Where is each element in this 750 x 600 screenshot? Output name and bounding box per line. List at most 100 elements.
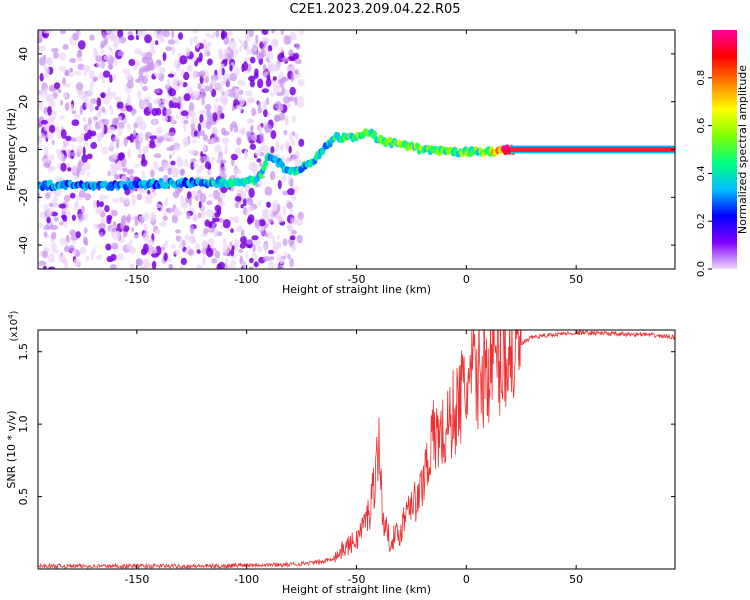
noise-cell — [51, 139, 55, 145]
noise-cell — [239, 242, 246, 249]
noise-cell — [71, 214, 76, 221]
noise-cell — [175, 114, 179, 119]
noise-cell — [44, 30, 53, 34]
noise-cell — [234, 67, 240, 76]
noise-cell — [152, 161, 159, 170]
noise-cell — [164, 197, 169, 207]
noise-cell — [283, 95, 291, 105]
noise-cell — [170, 264, 174, 269]
noise-cell — [63, 83, 71, 88]
noise-cell — [46, 131, 54, 140]
noise-cell — [217, 87, 225, 93]
noise-cell — [279, 46, 284, 53]
noise-cell — [87, 129, 92, 140]
noise-cell — [140, 121, 147, 131]
noise-cell — [153, 153, 162, 159]
noise-cell — [188, 111, 197, 119]
noise-cell — [84, 239, 88, 246]
noise-cell — [205, 120, 212, 130]
noise-cell — [70, 103, 74, 112]
noise-cell — [141, 170, 146, 180]
noise-cell — [253, 261, 259, 268]
noise-cell — [165, 208, 170, 213]
noise-cell — [269, 256, 275, 261]
noise-cell — [140, 99, 145, 109]
noise-cell — [158, 103, 165, 109]
noise-cell — [290, 229, 297, 235]
noise-cell — [144, 34, 152, 44]
noise-cell — [187, 249, 195, 256]
noise-cell — [185, 47, 191, 57]
noise-cell — [254, 68, 259, 76]
noise-cell — [277, 179, 282, 190]
colorbar-tick-label: 0.6 — [696, 118, 707, 134]
noise-cell — [86, 171, 90, 177]
noise-cell — [259, 162, 263, 167]
y-tick-label: 0 — [17, 146, 30, 153]
noise-cell — [262, 144, 269, 153]
noise-cell — [287, 253, 291, 260]
noise-cell — [127, 93, 131, 103]
noise-cell — [111, 210, 118, 217]
noise-cell — [255, 34, 259, 44]
noise-cell — [103, 55, 110, 61]
noise-cell — [43, 162, 51, 168]
noise-cell — [290, 139, 296, 147]
noise-cell — [180, 202, 188, 208]
noise-cell — [124, 197, 130, 205]
noise-cell — [101, 106, 106, 113]
noise-cell — [46, 248, 51, 253]
x-tick-label: -100 — [234, 573, 259, 586]
noise-cell — [289, 258, 295, 268]
noise-cell — [246, 45, 250, 56]
noise-cell — [214, 144, 222, 154]
noise-cell — [192, 35, 198, 43]
noise-cell — [111, 242, 119, 250]
noise-cell — [48, 166, 53, 173]
y-tick-label: 1.5 — [17, 343, 30, 361]
noise-cell — [230, 259, 237, 269]
noise-cell — [214, 136, 221, 143]
noise-cell — [240, 229, 245, 238]
noise-cell — [162, 52, 167, 62]
noise-cell — [38, 102, 44, 111]
noise-cell — [142, 146, 149, 155]
noise-cell — [268, 218, 274, 224]
noise-cell — [291, 217, 297, 225]
noise-cell — [263, 41, 268, 46]
noise-cell — [79, 105, 83, 115]
noise-cell — [204, 219, 211, 227]
noise-cell — [296, 234, 303, 244]
noise-cell — [219, 155, 224, 161]
noise-cell — [254, 149, 262, 157]
noise-cell — [229, 241, 233, 247]
noise-cell — [137, 90, 142, 101]
noise-cell — [84, 193, 91, 201]
noise-cell — [108, 64, 113, 70]
noise-cell — [140, 248, 147, 256]
noise-cell — [131, 216, 136, 221]
noise-cell — [246, 198, 254, 206]
ridge-cell — [372, 130, 378, 138]
noise-cell — [149, 135, 157, 140]
noise-cell — [263, 243, 268, 253]
noise-cell — [95, 55, 103, 63]
noise-cell — [171, 96, 178, 103]
noise-cell — [261, 30, 269, 35]
noise-cell — [252, 239, 261, 246]
noise-cell — [163, 162, 169, 171]
noise-cell — [75, 231, 81, 239]
noise-cell — [238, 249, 243, 253]
colorbar-label: Normalized spectral amplitude — [736, 65, 749, 234]
noise-cell — [144, 73, 149, 78]
noise-cell — [214, 204, 222, 212]
noise-cell — [150, 169, 155, 178]
noise-cell — [238, 45, 242, 53]
noise-cell — [202, 38, 207, 46]
noise-cell — [74, 114, 81, 119]
noise-cell — [170, 114, 175, 124]
noise-cell — [138, 51, 144, 56]
noise-cell — [74, 70, 82, 76]
noise-cell — [269, 208, 277, 218]
noise-cell — [70, 236, 79, 241]
